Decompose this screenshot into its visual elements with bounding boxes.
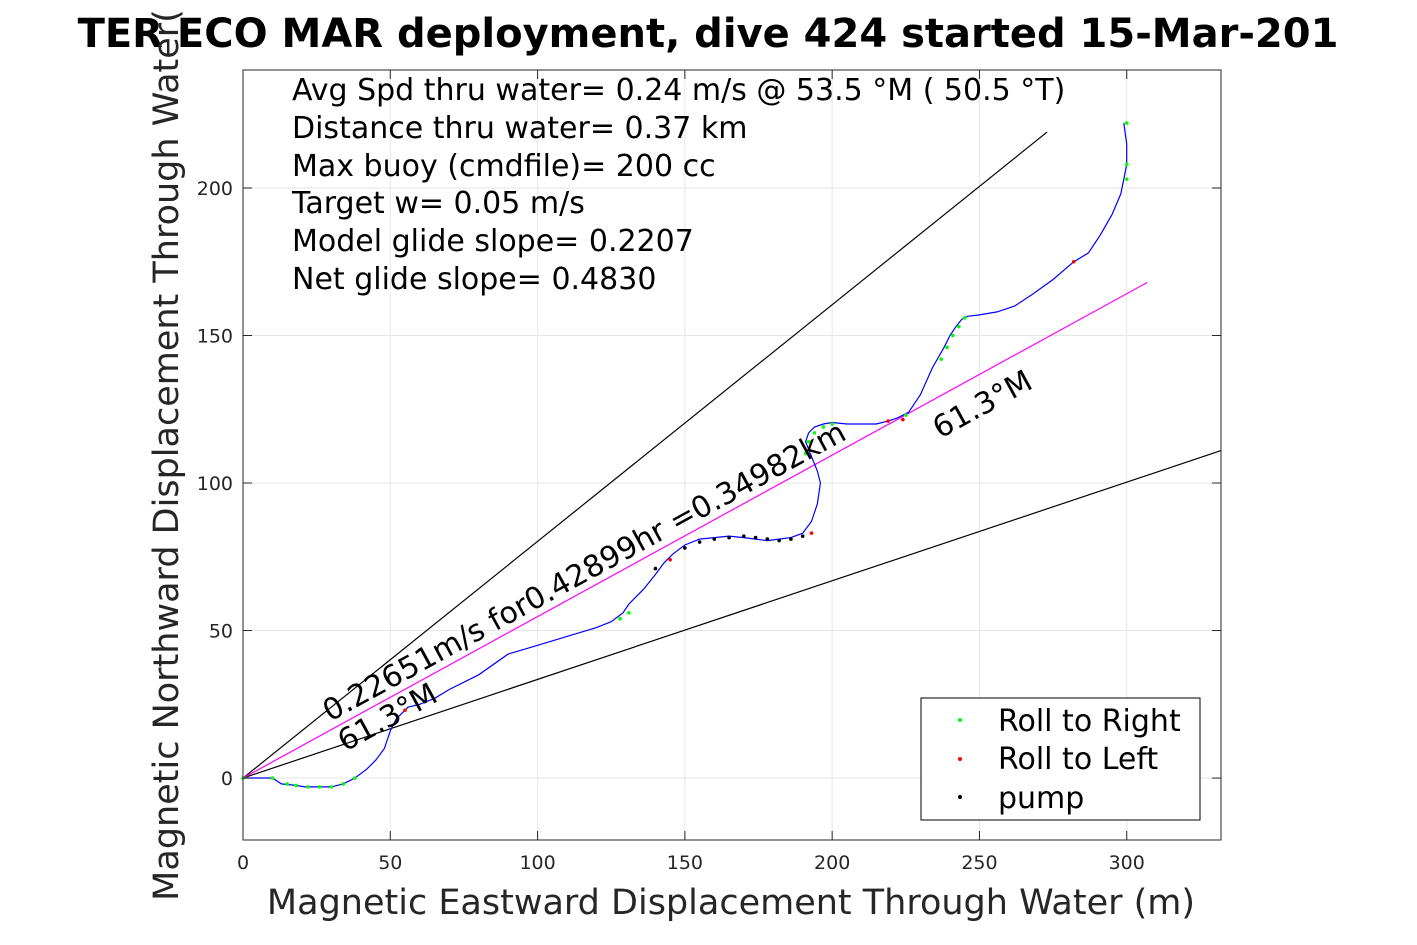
- roll-to-right-point: [812, 431, 817, 435]
- roll-to-right-point: [294, 783, 298, 788]
- y-axis-label: Magnetic Northward Displacement Through …: [147, 9, 187, 901]
- annotation-target-w: Target w= 0.05 m/s: [291, 186, 585, 221]
- y-tick-label: 0: [221, 768, 233, 790]
- x-tick-label: 0: [237, 852, 249, 874]
- annotation-avg-speed: Avg Spd thru water= 0.24 m/s @ 53.5 °M (…: [292, 73, 1065, 108]
- roll-to-right-point: [957, 324, 961, 329]
- track-line: [243, 123, 1128, 788]
- y-tick-label: 150: [197, 326, 233, 348]
- plot-frame: [242, 69, 1222, 841]
- roll-to-right-point: [962, 316, 967, 320]
- roll-to-left-point: [668, 557, 672, 562]
- roll-to-left-point: [886, 419, 890, 423]
- legend: Roll to Right Roll to Left pump: [920, 697, 1201, 821]
- roll-to-right-point: [821, 425, 826, 429]
- roll-to-right-point: [803, 451, 808, 456]
- roll-to-left-point: [809, 531, 814, 535]
- pump-point: [765, 537, 770, 541]
- legend-label-roll-left: Roll to Left: [998, 742, 1158, 777]
- y-tick-label: 50: [209, 621, 233, 643]
- stats-annotations: Avg Spd thru water= 0.24 m/s @ 53.5 °M (…: [291, 73, 1065, 297]
- legend-marker-roll-right: [958, 718, 962, 722]
- roll-to-right-point: [945, 345, 949, 350]
- pump-point: [753, 535, 758, 540]
- x-tick-label: 100: [519, 852, 555, 874]
- legend-label-roll-right: Roll to Right: [998, 704, 1181, 739]
- legend-box: [920, 697, 1201, 821]
- roll-to-right-point: [285, 782, 289, 786]
- roll-to-right-point: [306, 785, 310, 789]
- pump-point: [697, 540, 702, 544]
- legend-label-pump: pump: [998, 781, 1084, 816]
- pump-point: [683, 546, 687, 550]
- annotation-model-glide: Model glide slope= 0.2207: [292, 224, 694, 259]
- roll-to-left-point: [1071, 259, 1076, 264]
- y-tick-label: 200: [197, 178, 233, 200]
- envelope-line: [242, 450, 1222, 779]
- pump-point: [777, 538, 781, 543]
- annotation-net-glide: Net glide slope= 0.4830: [292, 262, 656, 297]
- roll-to-right-point: [618, 616, 622, 621]
- roll-to-right-point: [806, 439, 811, 444]
- roll-to-left-point: [403, 708, 407, 712]
- annotation-max-buoy: Max buoy (cmdfile)= 200 cc: [292, 149, 716, 184]
- data-points: [241, 121, 1129, 789]
- roll-to-right-point: [1124, 162, 1129, 167]
- y-tick-label: 100: [197, 473, 233, 495]
- grid: [242, 70, 1221, 840]
- legend-marker-roll-left: [958, 757, 962, 761]
- reference-lines: [242, 131, 1222, 779]
- roll-to-right-point: [317, 785, 322, 789]
- x-tick-label: 150: [667, 852, 703, 874]
- roll-to-right-point: [627, 611, 631, 615]
- pump-point: [727, 535, 731, 540]
- roll-to-right-point: [1124, 121, 1129, 125]
- legend-marker-pump: [958, 795, 962, 799]
- pump-point: [741, 534, 746, 538]
- pump-point: [800, 534, 805, 538]
- roll-to-right-point: [341, 782, 345, 786]
- roll-to-right-point: [904, 413, 908, 417]
- ticks: 0 50 100 150 200 250 300 0 50 100 150 200: [197, 70, 1221, 874]
- pump-point: [789, 537, 793, 541]
- x-tick-label: 300: [1109, 852, 1145, 874]
- track: [243, 123, 1128, 788]
- x-tick-label: 50: [378, 852, 402, 874]
- roll-to-right-point: [353, 776, 357, 780]
- envelope-line: [242, 131, 1048, 779]
- heading-line: [242, 281, 1148, 779]
- roll-to-right-point: [830, 422, 834, 426]
- roll-to-right-point: [951, 333, 955, 338]
- roll-to-right-point: [329, 785, 334, 789]
- pump-point: [653, 566, 658, 571]
- roll-to-left-point: [901, 417, 905, 422]
- annotation-distance: Distance thru water= 0.37 km: [292, 111, 747, 146]
- x-tick-label: 250: [961, 852, 997, 874]
- roll-to-right-point: [939, 357, 943, 361]
- pump-point: [712, 537, 717, 541]
- roll-to-right-point: [270, 776, 275, 780]
- x-axis-label: Magnetic Eastward Displacement Through W…: [267, 883, 1195, 923]
- roll-to-right-point: [1124, 177, 1129, 181]
- x-tick-label: 200: [814, 852, 850, 874]
- chart-title: TER ECO MAR deployment, dive 424 started…: [78, 11, 1339, 57]
